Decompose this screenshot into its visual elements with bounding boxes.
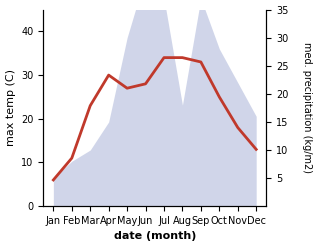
- Y-axis label: max temp (C): max temp (C): [5, 69, 16, 146]
- X-axis label: date (month): date (month): [114, 231, 196, 242]
- Y-axis label: med. precipitation (kg/m2): med. precipitation (kg/m2): [302, 42, 313, 173]
